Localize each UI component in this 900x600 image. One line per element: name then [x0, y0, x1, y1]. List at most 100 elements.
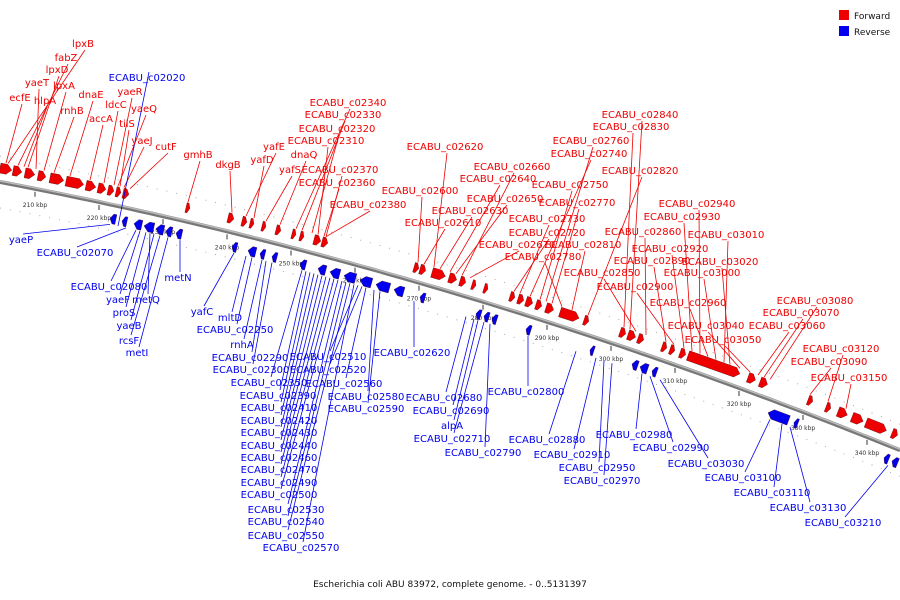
forward-gene-label[interactable]: ECABU_c03090	[791, 357, 868, 368]
forward-gene[interactable]	[544, 302, 555, 315]
forward-gene-label[interactable]: yaeR	[117, 87, 142, 98]
forward-gene-label[interactable]: lpxB	[72, 39, 94, 50]
reverse-gene[interactable]	[792, 418, 800, 429]
reverse-gene-label[interactable]: ECABU_c02250	[197, 325, 274, 336]
forward-gene-label[interactable]: fabZ	[55, 53, 78, 64]
reverse-gene[interactable]	[359, 275, 374, 289]
forward-gene-label[interactable]: ECABU_c02660	[474, 162, 551, 173]
forward-gene-label[interactable]: ECABU_c02860	[605, 227, 682, 238]
forward-gene[interactable]	[184, 202, 191, 214]
forward-gene-label[interactable]: ECABU_c02850	[564, 268, 641, 279]
reverse-gene-label[interactable]: ECABU_c02570	[263, 543, 340, 554]
reverse-gene-label[interactable]: ECABU_c02520	[290, 365, 367, 376]
reverse-gene[interactable]	[343, 271, 358, 284]
forward-gene-label[interactable]: ldcC	[105, 100, 127, 111]
reverse-gene-label[interactable]: ECABU_c03110	[734, 488, 811, 499]
reverse-gene-label[interactable]: ECABU_c02430	[241, 428, 318, 439]
forward-gene-label[interactable]: ECABU_c02650	[467, 194, 544, 205]
forward-gene-label[interactable]: ECABU_c03070	[763, 308, 840, 319]
forward-gene[interactable]	[668, 344, 676, 355]
forward-gene-label[interactable]: ECABU_c03040	[668, 321, 745, 332]
reverse-gene-label[interactable]: ECABU_c02020	[109, 73, 186, 84]
reverse-gene[interactable]	[155, 224, 166, 236]
reverse-gene[interactable]	[650, 366, 659, 378]
reverse-gene[interactable]	[329, 267, 342, 280]
forward-gene-label[interactable]: ECABU_c02320	[299, 124, 376, 135]
forward-gene[interactable]	[534, 299, 543, 311]
reverse-gene[interactable]	[133, 219, 144, 231]
forward-gene[interactable]	[248, 217, 255, 229]
forward-gene[interactable]	[84, 180, 97, 192]
forward-gene-label[interactable]: yaeJ	[131, 136, 152, 147]
forward-gene-label[interactable]: ECABU_c02760	[553, 136, 630, 147]
reverse-gene[interactable]	[766, 408, 791, 426]
forward-gene-label[interactable]: ECABU_c02310	[288, 136, 365, 147]
forward-gene-label[interactable]: yaeT	[25, 78, 50, 89]
reverse-gene-label[interactable]: alpA	[441, 421, 463, 432]
reverse-gene-label[interactable]: yaeP	[9, 235, 33, 246]
reverse-gene-label[interactable]: yaeF	[106, 295, 130, 306]
forward-gene[interactable]	[312, 234, 322, 246]
reverse-gene[interactable]	[121, 216, 129, 228]
forward-gene-label[interactable]: ECABU_c02930	[644, 212, 721, 223]
forward-gene[interactable]	[36, 170, 47, 182]
forward-gene[interactable]	[516, 293, 526, 305]
forward-gene-label[interactable]: tilS	[119, 119, 135, 130]
forward-gene-label[interactable]: ECABU_c02380	[330, 200, 407, 211]
reverse-gene-label[interactable]: yafC	[191, 307, 214, 318]
forward-gene[interactable]	[618, 327, 627, 338]
forward-gene-label[interactable]: dkgB	[215, 160, 240, 171]
forward-gene[interactable]	[290, 228, 297, 240]
forward-gene-label[interactable]: ECABU_c02780	[505, 252, 582, 263]
reverse-gene-label[interactable]: ECABU_c03210	[805, 518, 882, 529]
forward-gene-label[interactable]: ECABU_c02340	[310, 98, 387, 109]
forward-gene-label[interactable]: ECABU_c02670	[479, 240, 556, 251]
forward-gene[interactable]	[320, 236, 329, 248]
reverse-gene-label[interactable]: ECABU_c02440	[241, 441, 318, 452]
forward-gene-label[interactable]: ECABU_c02920	[632, 244, 709, 255]
forward-gene-label[interactable]: ECABU_c02370	[302, 165, 379, 176]
reverse-gene-label[interactable]: ECABU_c02350	[231, 378, 308, 389]
reverse-gene-label[interactable]: ECABU_c02410	[241, 403, 318, 414]
forward-gene[interactable]	[114, 186, 122, 198]
forward-gene[interactable]	[582, 314, 590, 326]
reverse-gene-label[interactable]: ECABU_c03030	[668, 459, 745, 470]
forward-gene-label[interactable]: ECABU_c03080	[777, 296, 854, 307]
reverse-gene-label[interactable]: ECABU_c02970	[564, 476, 641, 487]
reverse-gene-label[interactable]: metN	[164, 273, 191, 284]
reverse-gene-label[interactable]: ECABU_c02710	[414, 434, 491, 445]
forward-gene-label[interactable]: ECABU_c02820	[602, 166, 679, 177]
forward-gene-label[interactable]: ECABU_c02330	[305, 110, 382, 121]
reverse-gene-label[interactable]: ECABU_c02530	[248, 505, 325, 516]
reverse-gene-label[interactable]: ECABU_c02290	[212, 353, 289, 364]
forward-gene-label[interactable]: gmhB	[183, 150, 212, 161]
forward-gene-label[interactable]: ECABU_c02720	[509, 228, 586, 239]
forward-gene-label[interactable]: yafD	[250, 155, 274, 166]
reverse-gene-label[interactable]: ECABU_c02620	[374, 348, 451, 359]
forward-gene-label[interactable]: ECABU_c03120	[803, 344, 880, 355]
forward-gene-label[interactable]: cutF	[155, 142, 177, 153]
forward-gene[interactable]	[470, 279, 478, 291]
reverse-gene-label[interactable]: ECABU_c02420	[241, 416, 318, 427]
reverse-gene-label[interactable]: metI	[126, 348, 149, 359]
reverse-gene[interactable]	[588, 345, 596, 357]
forward-gene[interactable]	[863, 417, 888, 435]
reverse-gene-label[interactable]: ECABU_c02980	[596, 430, 673, 441]
forward-gene[interactable]	[835, 406, 849, 420]
reverse-gene-label[interactable]: ECABU_c03100	[705, 473, 782, 484]
forward-gene[interactable]	[23, 167, 36, 180]
forward-gene-label[interactable]: ECABU_c02900	[597, 282, 674, 293]
reverse-gene-label[interactable]: ECABU_c02550	[248, 531, 325, 542]
forward-gene-label[interactable]: dnaQ	[291, 150, 318, 161]
forward-gene[interactable]	[458, 275, 468, 287]
forward-gene-label[interactable]: ECABU_c02620	[407, 142, 484, 153]
forward-gene-label[interactable]: yafE	[263, 142, 285, 153]
reverse-gene-label[interactable]: ECABU_c02070	[37, 248, 114, 259]
forward-gene-label[interactable]: ECABU_c03150	[811, 373, 888, 384]
reverse-gene[interactable]	[524, 324, 533, 336]
reverse-gene[interactable]	[247, 246, 258, 258]
forward-gene-label[interactable]: ECABU_c02960	[650, 298, 727, 309]
forward-gene[interactable]	[430, 267, 447, 282]
forward-gene[interactable]	[121, 188, 130, 199]
forward-gene-label[interactable]: ECABU_c03050	[685, 335, 762, 346]
